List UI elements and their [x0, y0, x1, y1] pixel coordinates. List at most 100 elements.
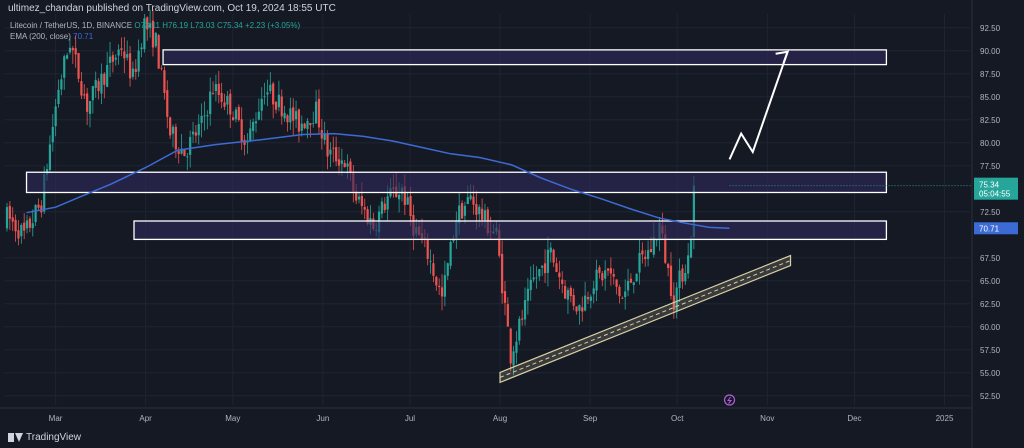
candle-body — [692, 185, 695, 237]
candle-body — [131, 68, 135, 77]
candle-body — [160, 68, 163, 69]
candle-body — [649, 248, 653, 253]
candle-body — [521, 318, 524, 320]
candle-body — [306, 120, 309, 129]
candle-body — [552, 249, 555, 263]
candle-body — [589, 296, 592, 301]
x-tick-label: May — [225, 414, 240, 423]
candle-body — [37, 204, 40, 208]
candle-body — [166, 90, 169, 117]
y-tick-label: 62.50 — [980, 300, 1001, 309]
candle-body — [54, 106, 57, 127]
candle-body — [74, 48, 77, 55]
candle-body — [335, 147, 338, 162]
candle-body — [480, 208, 484, 220]
candle-body — [604, 270, 607, 279]
candle-body — [272, 83, 275, 105]
x-tick-label: Oct — [671, 414, 684, 423]
candle-body — [383, 203, 386, 211]
candle-body — [340, 160, 343, 164]
candle-body — [578, 304, 581, 311]
candle-body — [146, 17, 149, 30]
attribution-text: ultimez_chandan published on TradingView… — [8, 3, 336, 14]
candle-body — [243, 139, 246, 145]
candle-body — [117, 49, 120, 56]
candle-body — [678, 270, 681, 288]
candle-body — [263, 96, 266, 98]
ema-badge-value: 70.71 — [979, 224, 1000, 233]
candle-body — [435, 276, 438, 286]
candle-body — [206, 115, 209, 117]
candle-body — [566, 290, 570, 300]
candle-body — [77, 53, 80, 79]
candle-body — [134, 68, 137, 72]
candle-body — [83, 94, 86, 96]
candle-body — [652, 237, 655, 255]
candle-body — [575, 306, 578, 312]
candle-body — [283, 112, 286, 119]
candle-body — [157, 35, 160, 69]
candle-body — [51, 126, 54, 143]
candle-body — [97, 81, 100, 92]
candle-body — [609, 268, 612, 274]
candle-body — [549, 247, 552, 253]
candle-body — [584, 295, 587, 311]
candle-body — [501, 253, 504, 294]
candle-body — [183, 149, 186, 157]
candle-body — [363, 207, 366, 210]
candle-body — [555, 263, 558, 272]
footer-brand: TradingView — [26, 432, 82, 443]
candle-body — [292, 107, 295, 121]
candle-body — [343, 162, 346, 168]
candle-body — [606, 268, 610, 271]
candle-body — [269, 84, 272, 92]
candle-body — [629, 278, 633, 283]
x-tick-label: Aug — [493, 414, 507, 423]
candle-body — [231, 117, 235, 121]
candle-body — [638, 252, 641, 273]
candle-body — [518, 318, 521, 341]
x-tick-label: Apr — [139, 414, 152, 423]
candle-body — [664, 234, 667, 263]
price-badge-countdown: 05:04:55 — [979, 190, 1011, 199]
candle-body — [312, 122, 315, 124]
candle-body — [86, 93, 89, 112]
candle-body — [11, 217, 14, 222]
candle-body — [509, 328, 512, 364]
candle-body — [103, 73, 106, 85]
ema-value: 70.71 — [73, 32, 94, 41]
candle-body — [223, 102, 226, 107]
candle-body — [466, 197, 469, 205]
candle-body — [512, 351, 515, 366]
candle-body — [71, 48, 74, 51]
candle-body — [687, 255, 690, 274]
candle-body — [137, 50, 140, 72]
candle-body — [561, 279, 564, 284]
candle-body — [194, 132, 197, 136]
candle-body — [260, 98, 263, 111]
ohlc-values: O73.11 H76.19 L73.03 C75.34 +2.23 (+3.05… — [134, 21, 301, 30]
candle-body — [601, 273, 604, 281]
candle-body — [503, 291, 507, 303]
y-tick-label: 57.50 — [980, 346, 1001, 355]
x-tick-label: 2025 — [936, 414, 954, 423]
candle-body — [200, 115, 203, 123]
candle-body — [249, 128, 252, 141]
x-tick-label: Mar — [49, 414, 63, 423]
candle-body — [458, 205, 461, 224]
candle-body — [140, 47, 143, 50]
candle-body — [68, 47, 72, 53]
candle-body — [143, 18, 146, 50]
ema-label: EMA (200, close) — [10, 32, 71, 41]
candle-body — [8, 205, 11, 219]
y-tick-label: 65.00 — [980, 277, 1001, 286]
candle-body — [314, 101, 318, 124]
candle-body — [323, 133, 326, 140]
candle-body — [66, 55, 69, 59]
candle-body — [40, 205, 43, 213]
candle-body — [280, 96, 283, 117]
candle-body — [446, 263, 449, 276]
candle-body — [646, 250, 650, 260]
candle-body — [123, 51, 126, 59]
